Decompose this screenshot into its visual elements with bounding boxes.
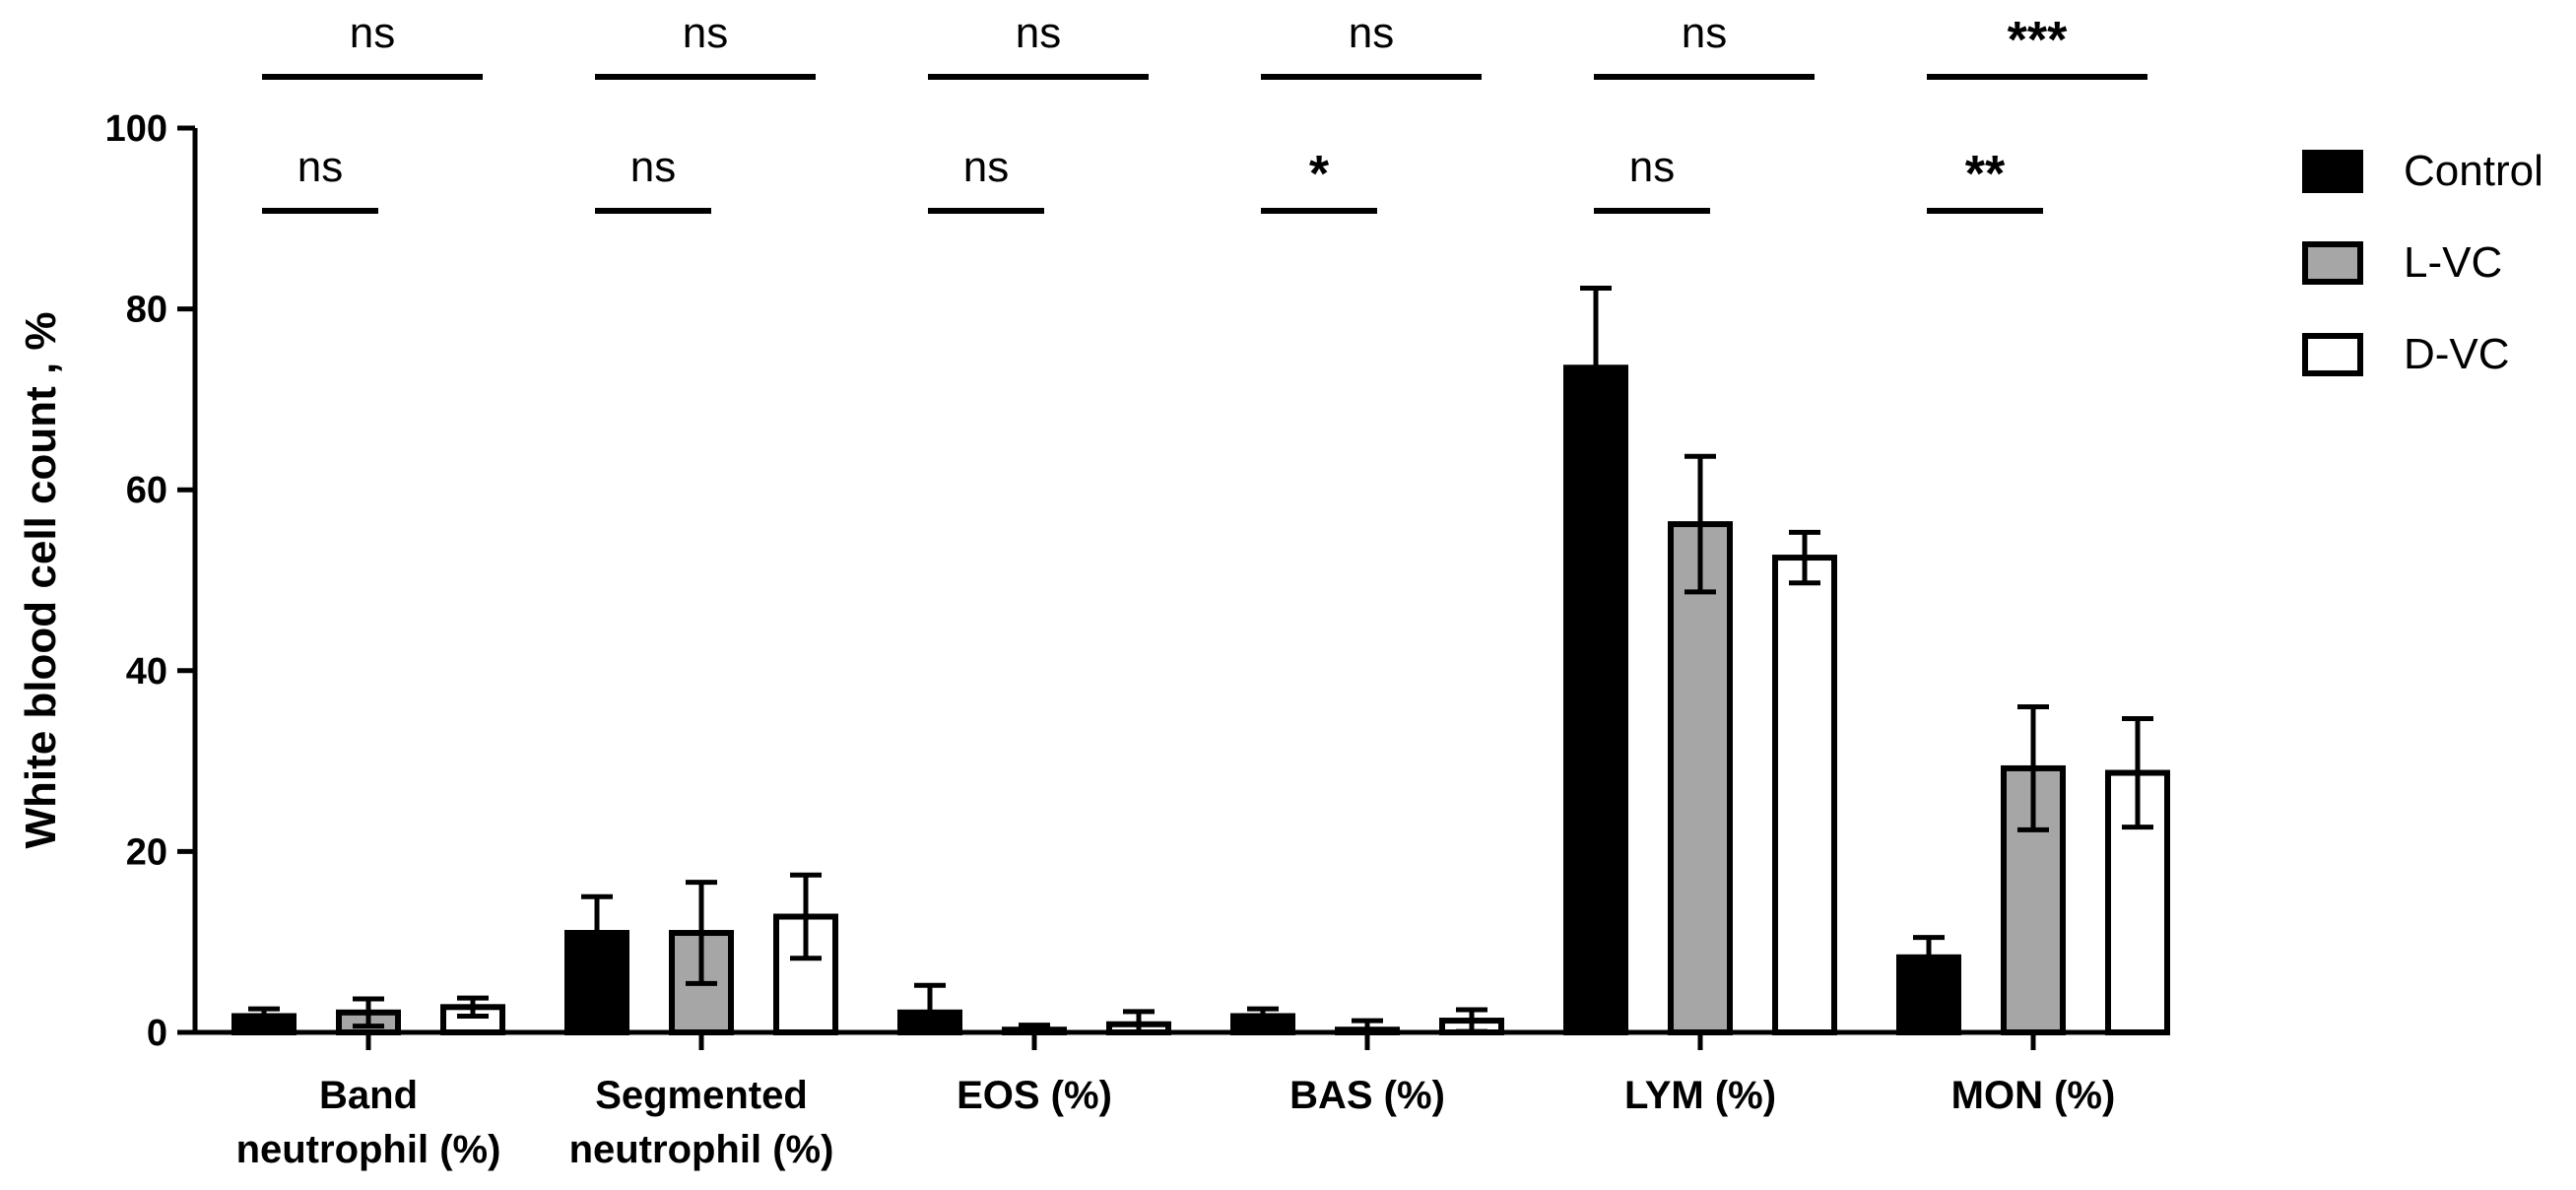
- sig-label-second-0: ns: [297, 143, 343, 191]
- sig-label-top-2: ns: [1016, 9, 1061, 57]
- legend-label-L-VC: L-VC: [2404, 238, 2502, 287]
- x-tick-label-0-1: neutrophil (%): [236, 1128, 501, 1171]
- y-tick-label-1: 20: [126, 831, 167, 873]
- y-tick-label-4: 80: [126, 290, 167, 331]
- bar-L-VC-4: [1668, 521, 1733, 1035]
- sig-label-second-1: ns: [630, 143, 676, 191]
- sig-label-second-5: **: [1965, 146, 2006, 203]
- sig-label-top-0: ns: [350, 9, 395, 57]
- bars-group: [231, 285, 2170, 1036]
- legend-swatch-D-VC: [2302, 333, 2363, 376]
- legend: Control L-VC D-VC: [2302, 147, 2543, 378]
- sig-label-second-2: ns: [963, 143, 1009, 191]
- legend-swatch-L-VC: [2302, 241, 2363, 285]
- y-axis-title: White blood cell count , %: [17, 311, 65, 848]
- sig-label-second-4: ns: [1629, 143, 1675, 191]
- sig-label-top-1: ns: [683, 9, 728, 57]
- x-tick-label-0-0: Band: [319, 1074, 418, 1117]
- sig-label-top-5: ***: [2008, 12, 2068, 69]
- sig-label-top-3: ns: [1349, 9, 1394, 57]
- x-tick-label-4-0: LYM (%): [1624, 1074, 1776, 1117]
- y-tick-label-5: 100: [105, 108, 167, 150]
- legend-label-Control: Control: [2404, 147, 2543, 195]
- x-tick-label-1-0: Segmented: [595, 1074, 808, 1117]
- bar-D-VC-0: [440, 1004, 505, 1036]
- bar-Control-4: [1563, 364, 1628, 1035]
- y-tick-label-3: 60: [126, 470, 167, 511]
- y-tick-label-2: 40: [126, 651, 167, 693]
- x-tick-label-1-1: neutrophil (%): [569, 1128, 834, 1171]
- legend-label-D-VC: D-VC: [2404, 330, 2510, 378]
- sig-label-second-3: *: [1309, 146, 1330, 203]
- y-tick-label-0: 0: [147, 1013, 167, 1054]
- bar-D-VC-4: [1772, 555, 1837, 1035]
- sig-label-top-4: ns: [1682, 9, 1727, 57]
- x-tick-label-5-0: MON (%): [1951, 1074, 2116, 1117]
- x-tick-label-3-0: BAS (%): [1289, 1074, 1445, 1117]
- axes: 0 20 40 60 80 100 White blood cell count , % Ba…: [17, 108, 2147, 1171]
- legend-swatch-Control: [2302, 150, 2363, 193]
- x-tick-label-2-0: EOS (%): [957, 1074, 1112, 1117]
